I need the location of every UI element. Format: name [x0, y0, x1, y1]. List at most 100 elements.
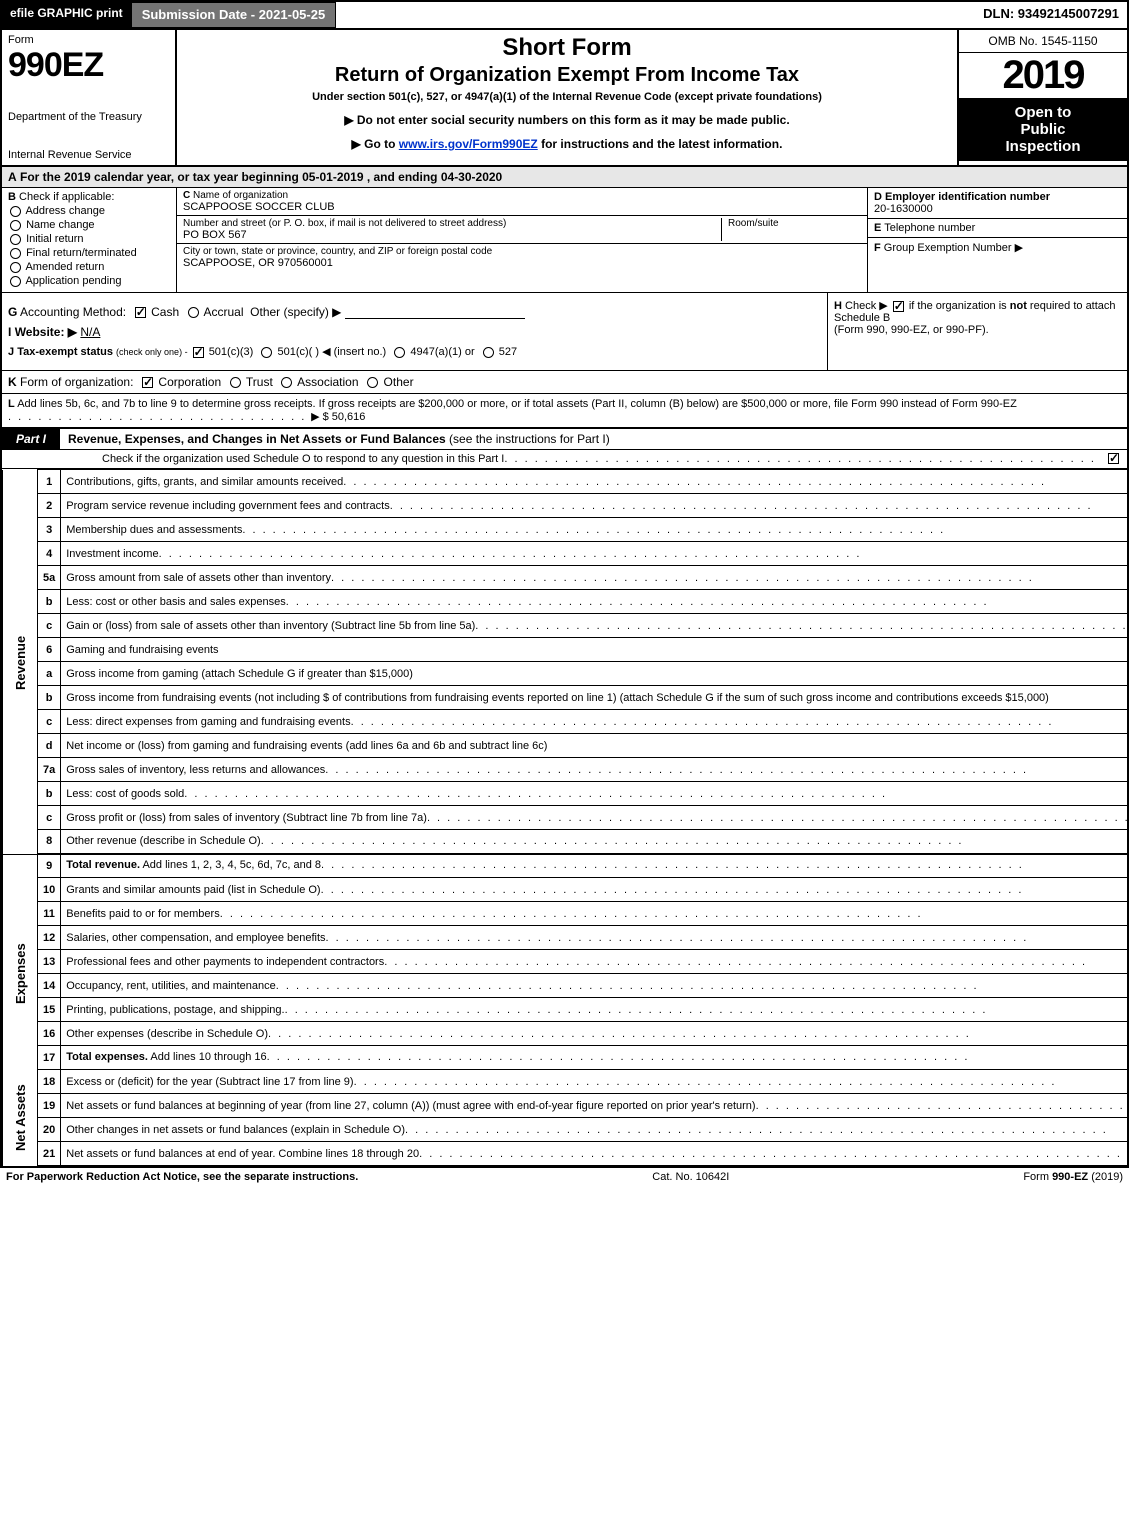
chk-other[interactable]	[367, 377, 378, 388]
h-text2: if the organization is	[909, 300, 1007, 312]
table-row: b Less: cost of goods sold 7b	[3, 782, 1129, 806]
chk-schedule-o-used[interactable]	[1108, 453, 1119, 464]
part1-subnote: Check if the organization used Schedule …	[2, 450, 1127, 469]
chk-final-return[interactable]: Final return/terminated	[8, 247, 170, 259]
header-center: Short Form Return of Organization Exempt…	[177, 30, 957, 165]
chk-501c[interactable]	[261, 347, 272, 358]
l-row: L Add lines 5b, 6c, and 7b to line 9 to …	[2, 394, 1127, 429]
table-row: Revenue 1 Contributions, gifts, grants, …	[3, 470, 1129, 494]
h-not: not	[1010, 300, 1027, 312]
arrow-icon: ▶	[1015, 242, 1023, 254]
table-row: 3 Membership dues and assessments 3	[3, 518, 1129, 542]
line-num: 1	[38, 470, 61, 494]
chk-accrual[interactable]	[188, 307, 199, 318]
header-left: Form 990EZ Department of the Treasury In…	[2, 30, 177, 165]
part1-tag: Part I	[2, 429, 60, 449]
table-row: 7a Gross sales of inventory, less return…	[3, 758, 1129, 782]
tax-exempt-line: J Tax-exempt status (check only one) - 5…	[8, 345, 821, 358]
chk-trust[interactable]	[230, 377, 241, 388]
table-row: Expenses 10 Grants and similar amounts p…	[3, 878, 1129, 902]
label-f: F	[874, 242, 881, 254]
chk-cash[interactable]	[135, 307, 146, 318]
form-container: efile GRAPHIC print Submission Date - 20…	[0, 0, 1129, 1168]
chk-4947[interactable]	[394, 347, 405, 358]
group-exemption-row: F Group Exemption Number ▶	[868, 238, 1127, 292]
label-d: D	[874, 191, 882, 203]
submission-date: Submission Date - 2021-05-25	[131, 2, 337, 28]
h-text4: (Form 990, 990-EZ, or 990-PF).	[834, 324, 989, 336]
arrow-icon: ▶	[311, 411, 319, 423]
form-ref: Form 990-EZ (2019)	[1023, 1171, 1123, 1183]
table-row: a Gross income from gaming (attach Sched…	[3, 662, 1129, 686]
gross-receipts-value: $ 50,616	[323, 411, 366, 423]
period-row: A For the 2019 calendar year, or tax yea…	[2, 167, 1127, 188]
box-h: H Check ▶ if the organization is not req…	[827, 293, 1127, 370]
inspection-box: Open to Public Inspection	[959, 98, 1127, 161]
title-return: Return of Organization Exempt From Incom…	[183, 64, 951, 87]
h-text1: Check ▶	[845, 300, 888, 312]
table-row: b Gross income from fundraising events (…	[3, 686, 1129, 710]
table-row: c Less: direct expenses from gaming and …	[3, 710, 1129, 734]
note-ssn: ▶ Do not enter social security numbers o…	[183, 113, 951, 127]
box-b: B Check if applicable: Address change Na…	[2, 188, 177, 292]
ghij-block: G Accounting Method: Cash Accrual Other …	[2, 293, 1127, 371]
g-text: Accounting Method:	[20, 305, 126, 319]
period-text: For the 2019 calendar year, or tax year …	[20, 170, 502, 184]
label-i: I	[8, 325, 11, 339]
chk-corporation[interactable]	[142, 377, 153, 388]
l-text: Add lines 5b, 6c, and 7b to line 9 to de…	[17, 398, 1017, 410]
table-row: d Net income or (loss) from gaming and f…	[3, 734, 1129, 758]
table-row: 15 Printing, publications, postage, and …	[3, 998, 1129, 1022]
irs-link[interactable]: www.irs.gov/Form990EZ	[399, 137, 538, 151]
footer: For Paperwork Reduction Act Notice, see …	[0, 1168, 1129, 1186]
chk-address-change[interactable]: Address change	[8, 205, 170, 217]
gij-left: G Accounting Method: Cash Accrual Other …	[2, 293, 827, 370]
j-text: Tax-exempt status	[17, 346, 113, 358]
part1-header: Part I Revenue, Expenses, and Changes in…	[2, 429, 1127, 450]
inspect-line: Public	[961, 121, 1125, 138]
note-ssn-text: Do not enter social security numbers on …	[357, 113, 790, 127]
chk-schedule-b-not-required[interactable]	[893, 301, 904, 312]
chk-application-pending[interactable]: Application pending	[8, 275, 170, 287]
table-row: 19 Net assets or fund balances at beginn…	[3, 1094, 1129, 1118]
table-row: 12 Salaries, other compensation, and emp…	[3, 926, 1129, 950]
chk-amended-return[interactable]: Amended return	[8, 261, 170, 273]
chk-association[interactable]	[281, 377, 292, 388]
omb-number: OMB No. 1545-1150	[959, 30, 1127, 53]
identity-block: B Check if applicable: Address change Na…	[2, 188, 1127, 293]
chk-501c3[interactable]	[193, 347, 204, 358]
addr-hdr: Number and street (or P. O. box, if mail…	[183, 218, 506, 229]
part1-title: Revenue, Expenses, and Changes in Net As…	[60, 429, 1127, 449]
title-short-form: Short Form	[183, 34, 951, 62]
table-row: Net Assets 18 Excess or (deficit) for th…	[3, 1070, 1129, 1094]
table-row: 2 Program service revenue including gove…	[3, 494, 1129, 518]
other-specify-input[interactable]	[345, 318, 525, 319]
box-def: D Employer identification number 20-1630…	[867, 188, 1127, 292]
label-l: L	[8, 398, 15, 410]
chk-name-change[interactable]: Name change	[8, 219, 170, 231]
table-row: 16 Other expenses (describe in Schedule …	[3, 1022, 1129, 1046]
table-row: 4 Investment income 4 33	[3, 542, 1129, 566]
d-hdr: Employer identification number	[885, 191, 1050, 203]
table-row: 17 Total expenses. Add lines 10 through …	[3, 1046, 1129, 1070]
side-expenses: Expenses	[3, 878, 38, 1070]
table-row: b Less: cost or other basis and sales ex…	[3, 590, 1129, 614]
ein-row: D Employer identification number 20-1630…	[868, 188, 1127, 219]
table-row: 13 Professional fees and other payments …	[3, 950, 1129, 974]
table-row: c Gross profit or (loss) from sales of i…	[3, 806, 1129, 830]
chk-initial-return[interactable]: Initial return	[8, 233, 170, 245]
form-word: Form	[8, 34, 169, 46]
table-row: 20 Other changes in net assets or fund b…	[3, 1118, 1129, 1142]
city-row: City or town, state or province, country…	[177, 244, 867, 271]
spacer	[336, 2, 975, 28]
goto-pre: Go to	[364, 137, 399, 151]
city-hdr: City or town, state or province, country…	[183, 246, 492, 257]
label-c: C	[183, 190, 190, 201]
efile-label[interactable]: efile GRAPHIC print	[2, 2, 131, 28]
chk-527[interactable]	[483, 347, 494, 358]
form-header: Form 990EZ Department of the Treasury In…	[2, 28, 1127, 167]
phone-row: E Telephone number	[868, 219, 1127, 238]
room-hdr: Room/suite	[728, 218, 861, 229]
arrow-icon: ▶	[344, 113, 353, 127]
k-row: K Form of organization: Corporation Trus…	[2, 371, 1127, 394]
